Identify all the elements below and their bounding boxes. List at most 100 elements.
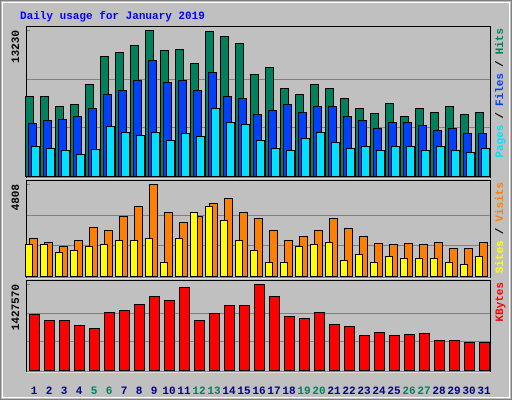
x-tick-label: 18 <box>282 386 296 398</box>
bar <box>434 340 445 371</box>
legend-separator: / <box>495 227 507 234</box>
legend-entry: Sites <box>495 240 507 273</box>
bar <box>149 296 160 371</box>
bar <box>389 335 400 371</box>
x-tick-label: 10 <box>162 386 175 398</box>
y-tick-label: 13230 <box>11 30 23 63</box>
bar <box>460 264 468 277</box>
bar <box>179 287 190 371</box>
bar <box>89 328 100 371</box>
x-tick-label: 14 <box>222 386 236 398</box>
bar <box>310 244 318 277</box>
bar <box>209 313 220 371</box>
bar <box>269 230 278 277</box>
bar <box>220 220 228 277</box>
bar <box>175 238 183 277</box>
x-tick-label: 12 <box>192 386 205 398</box>
bar <box>325 242 333 277</box>
legend-entry: Visits <box>495 182 507 222</box>
bar <box>55 252 63 277</box>
bar <box>280 262 288 277</box>
x-tick-label: 3 <box>61 386 68 398</box>
bar <box>284 240 293 277</box>
bar <box>205 206 213 277</box>
bar <box>40 244 48 277</box>
bar <box>31 146 40 177</box>
bar <box>370 262 378 277</box>
bar <box>376 150 385 177</box>
bar <box>430 258 438 277</box>
x-tick-label: 4 <box>76 386 83 398</box>
bar <box>256 140 265 177</box>
bar <box>385 256 393 277</box>
x-tick-label: 23 <box>357 386 371 398</box>
bar <box>464 248 473 277</box>
x-tick-label: 26 <box>402 386 415 398</box>
bar <box>91 149 100 177</box>
bar <box>400 258 408 277</box>
bar <box>344 326 355 371</box>
bar <box>181 133 190 177</box>
bar <box>250 250 258 277</box>
bar <box>25 244 33 277</box>
bar <box>151 132 160 177</box>
legend-entry: KBytes <box>495 282 507 322</box>
bar <box>145 238 153 277</box>
chart-title: Daily usage for January 2019 <box>20 11 205 23</box>
x-tick-label: 21 <box>327 386 341 398</box>
legend: KBytes <box>495 282 507 322</box>
bar <box>115 240 123 277</box>
bar <box>449 340 460 371</box>
bar <box>130 240 138 277</box>
bar <box>391 146 400 177</box>
bar <box>59 320 70 371</box>
bar <box>164 212 173 277</box>
bar <box>254 284 265 371</box>
bar <box>299 318 310 371</box>
legend-separator: / <box>495 112 507 119</box>
x-tick-label: 28 <box>432 386 446 398</box>
bar <box>119 310 130 371</box>
x-tick-label: 9 <box>151 386 158 398</box>
bar <box>29 314 40 371</box>
bar <box>61 150 70 177</box>
bar <box>479 342 490 371</box>
x-tick-label: 24 <box>372 386 386 398</box>
bar <box>346 148 355 177</box>
bar <box>241 124 250 177</box>
bar <box>481 148 490 177</box>
y-tick-label: 4808 <box>11 184 23 211</box>
bar <box>269 296 280 371</box>
bar <box>359 335 370 371</box>
bar <box>419 333 430 371</box>
bar <box>340 260 348 277</box>
y-tick-label: 1427570 <box>11 284 23 330</box>
x-tick-label: 20 <box>312 386 325 398</box>
x-tick-label: 30 <box>462 386 475 398</box>
bar <box>166 140 175 177</box>
legend: Sites / Visits <box>495 182 507 273</box>
x-tick-label: 29 <box>447 386 460 398</box>
bar <box>421 150 430 177</box>
x-tick-label: 31 <box>477 386 491 398</box>
bar <box>235 240 243 277</box>
bar <box>160 262 168 277</box>
x-tick-label: 25 <box>387 386 401 398</box>
bar <box>74 325 85 371</box>
x-tick-label: 15 <box>237 386 251 398</box>
bar <box>265 262 273 277</box>
bar <box>404 334 415 371</box>
bar <box>271 148 280 177</box>
x-tick-label: 27 <box>417 386 430 398</box>
x-tick-label: 2 <box>46 386 53 398</box>
legend-entry: Files <box>495 73 507 106</box>
bar <box>286 150 295 177</box>
bar <box>44 320 55 371</box>
bar <box>331 142 340 177</box>
bar <box>104 312 115 371</box>
bar <box>254 218 263 277</box>
bar <box>361 146 370 177</box>
bar <box>329 324 340 371</box>
